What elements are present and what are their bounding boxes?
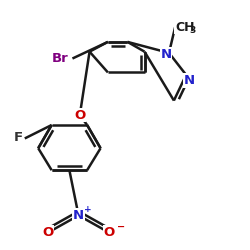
Text: 3: 3: [190, 26, 196, 36]
Text: N: N: [73, 209, 84, 222]
Text: CH: CH: [175, 21, 195, 34]
Text: N: N: [184, 74, 194, 87]
Text: −: −: [117, 222, 125, 232]
Text: O: O: [42, 226, 54, 239]
Text: F: F: [14, 132, 23, 144]
Text: O: O: [74, 109, 86, 122]
Text: N: N: [160, 48, 172, 61]
Text: O: O: [104, 226, 115, 239]
Text: Br: Br: [52, 52, 69, 65]
Text: +: +: [84, 205, 92, 214]
